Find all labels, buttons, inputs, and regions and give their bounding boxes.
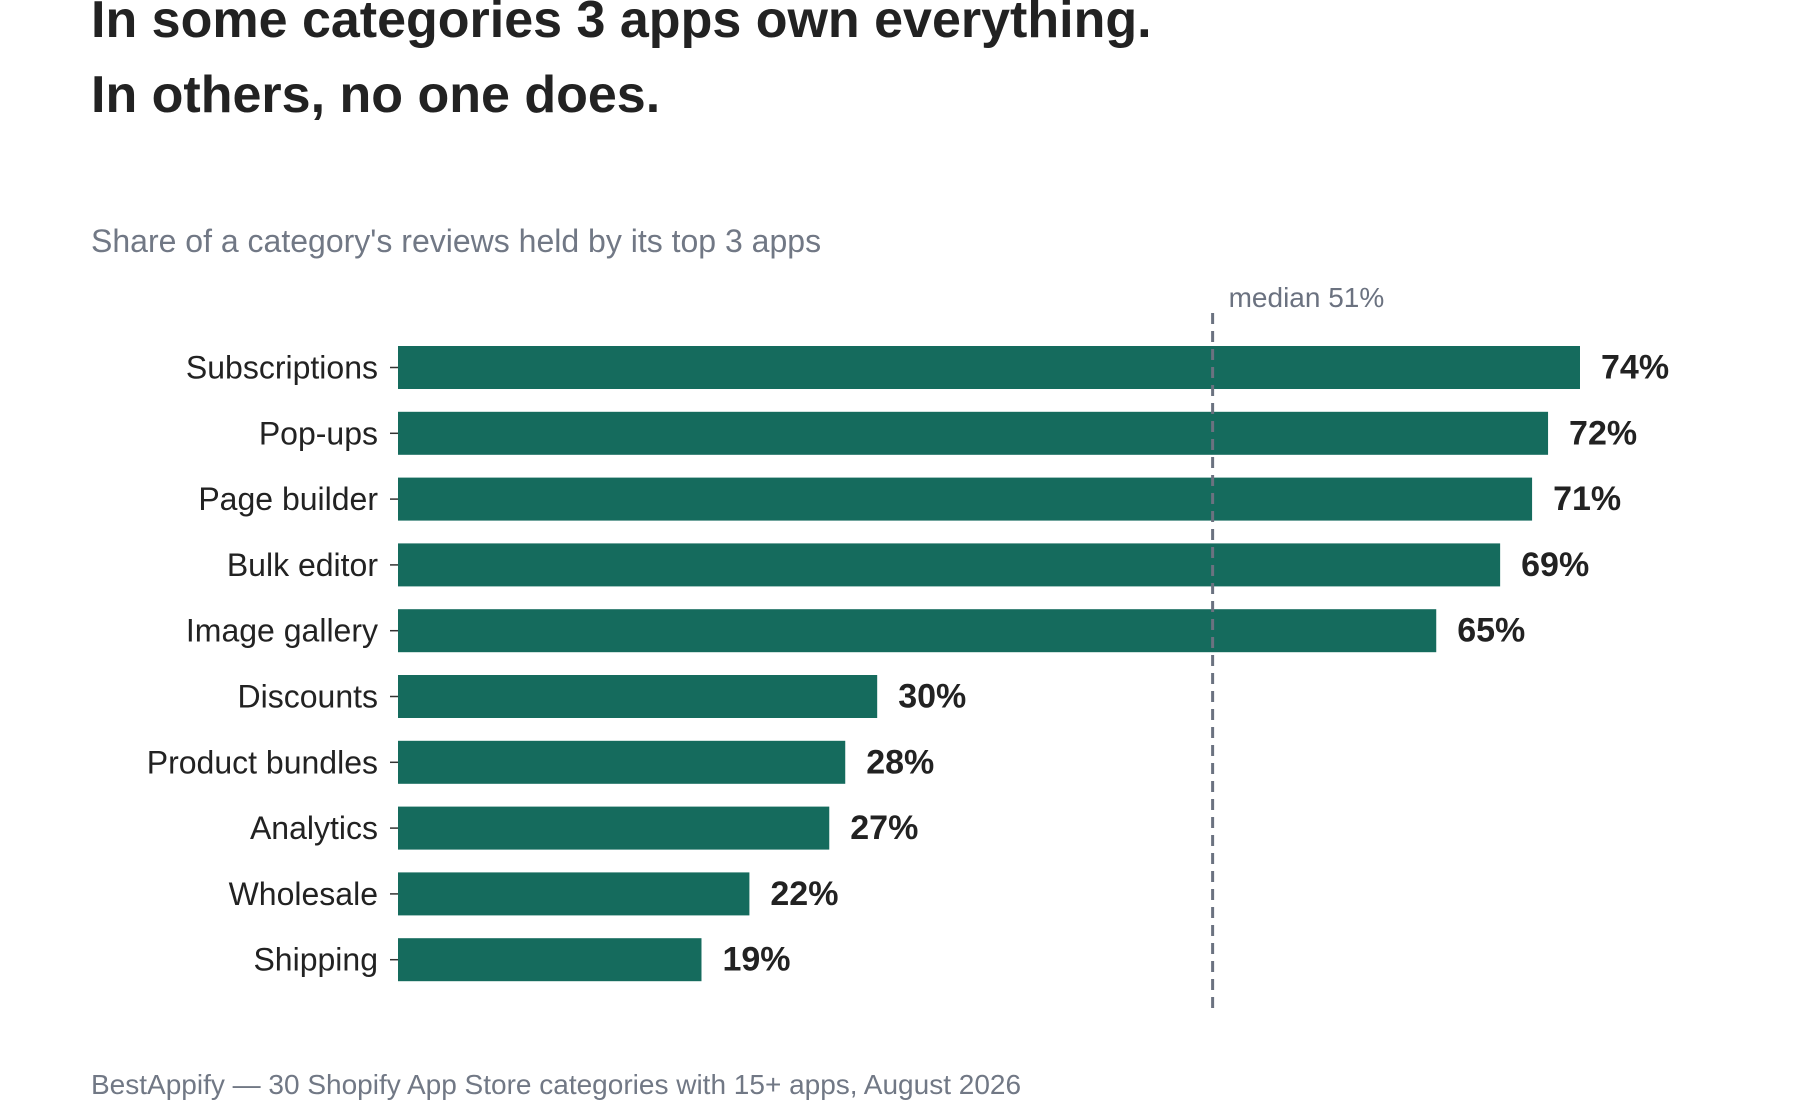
median-reference-layer: median 51% <box>1211 282 1385 1015</box>
category-label: Image gallery <box>186 613 378 649</box>
chart-title-line-2: In others, no one does. <box>91 66 661 124</box>
category-label: Analytics <box>250 810 378 846</box>
value-label: 28% <box>866 743 934 781</box>
source-note: BestAppify — 30 Shopify App Store catego… <box>91 1069 1022 1100</box>
value-label: 27% <box>850 809 918 847</box>
bar <box>398 543 1501 587</box>
category-label: Subscriptions <box>186 350 378 386</box>
value-label: 74% <box>1601 349 1669 387</box>
category-label: Product bundles <box>147 744 378 780</box>
bar <box>398 872 750 916</box>
value-label: 19% <box>722 941 790 979</box>
bar <box>398 740 846 784</box>
category-label: Wholesale <box>229 876 378 912</box>
value-label: 72% <box>1569 414 1637 452</box>
category-label: Discounts <box>238 679 379 715</box>
bar <box>398 477 1533 521</box>
bar <box>398 609 1437 653</box>
bar <box>398 938 702 982</box>
value-label: 69% <box>1521 546 1589 584</box>
category-label: Bulk editor <box>227 547 379 583</box>
bar <box>398 806 830 850</box>
chart-subtitle: Share of a category's reviews held by it… <box>91 223 822 259</box>
bar <box>398 411 1549 455</box>
value-label: 30% <box>898 678 966 716</box>
bars-layer: Subscriptions 74% Pop-ups 72% Page builder 71… <box>147 346 1669 982</box>
value-label: 71% <box>1553 480 1621 518</box>
median-label: median 51% <box>1229 282 1385 313</box>
category-label: Page builder <box>198 481 378 517</box>
chart-title-line-1: In some categories 3 apps own everything… <box>91 0 1152 49</box>
category-label: Pop-ups <box>259 415 378 451</box>
bar <box>398 675 878 718</box>
value-label: 22% <box>770 875 838 913</box>
value-label: 65% <box>1457 612 1525 650</box>
chart-title: In some categories 3 apps own everything… <box>91 0 1152 133</box>
bar <box>398 346 1580 389</box>
bar-chart: Subscriptions 74% Pop-ups 72% Page builder 71… <box>147 282 1669 1015</box>
category-label: Shipping <box>253 942 378 978</box>
